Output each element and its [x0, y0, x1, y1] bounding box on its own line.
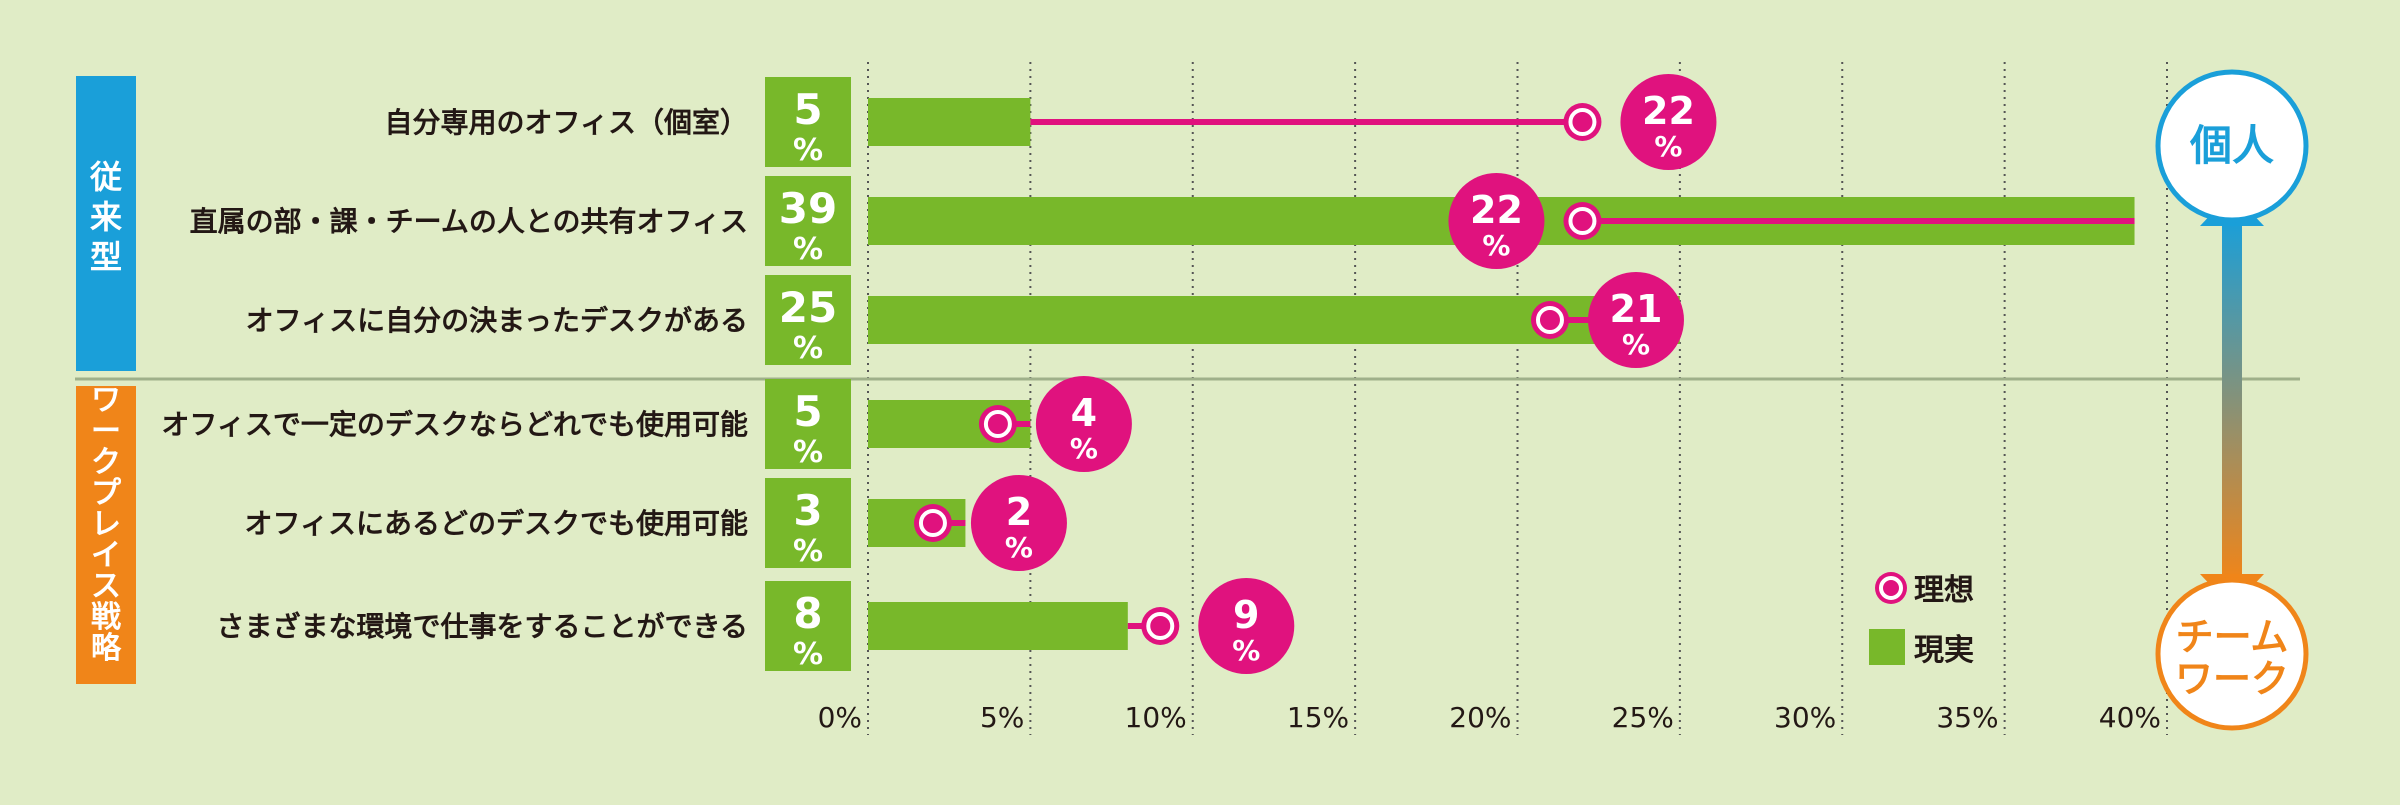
actual-value-box	[765, 275, 851, 365]
group-label-box	[76, 76, 136, 371]
team-label-line1: チーム	[2176, 615, 2289, 659]
team-label-line2: ワーク	[2175, 657, 2289, 701]
individual-team-scale: 個人 チーム ワーク	[2155, 69, 2309, 731]
ideal-value-bubble	[1198, 578, 1295, 674]
ideal-value-label: 22	[1470, 188, 1523, 232]
actual-bar	[868, 98, 1031, 146]
category-label: 直属の部・課・チームの人との共有オフィス	[190, 205, 748, 238]
ideal-value-bubble	[1620, 74, 1717, 170]
actual-value-label: 5	[793, 387, 822, 436]
legend-actual-label: 現実	[1914, 633, 1974, 668]
category-label: 自分専用のオフィス（個室）	[385, 106, 748, 139]
ideal-marker-inner	[1568, 207, 1597, 235]
category-label: さまざまな環境で仕事をすることができる	[217, 610, 748, 643]
ideal-value-label: 9	[1233, 593, 1259, 637]
x-tick-label: 20%	[1449, 701, 1511, 734]
actual-value-box	[765, 379, 851, 469]
x-tick-label: 40%	[2099, 701, 2161, 734]
group-label-char: 従	[89, 158, 122, 196]
bar-layer: 5%39%25%5%3%8%	[765, 77, 2135, 672]
group-label-text: ワークプレイス戦略	[91, 383, 122, 666]
category-label: オフィスで一定のデスクならどれでも使用可能	[161, 408, 748, 441]
actual-pct-label: %	[793, 435, 823, 470]
group-label-char: 戦	[91, 600, 121, 635]
ideal-value-bubble	[970, 475, 1067, 571]
ideal-value-label: 2	[1006, 490, 1032, 534]
x-tick-label: 15%	[1287, 701, 1349, 734]
ideal-pct-label: %	[1070, 432, 1098, 465]
group-label-char: ワ	[91, 383, 121, 418]
ideal-value-bubble	[1448, 173, 1545, 269]
actual-bar	[868, 602, 1128, 650]
actual-value-box	[765, 478, 851, 568]
actual-pct-label: %	[793, 331, 823, 366]
x-tick-label: 30%	[1774, 701, 1836, 734]
x-tick-layer: 0% 5% 10% 15% 20% 25% 30% 35% 40%	[818, 701, 2161, 734]
group-label-text: 従来型	[89, 158, 122, 276]
ideal-pct-label: %	[1232, 634, 1260, 667]
ideal-marker-inner	[1568, 108, 1597, 136]
actual-pct-label: %	[793, 232, 823, 267]
category-label-layer: 自分専用のオフィス（個室） 直属の部・課・チームの人との共有オフィスオフィスに自分…	[161, 106, 748, 643]
x-tick-label: 10%	[1125, 701, 1187, 734]
individual-label: 個人	[2189, 121, 2274, 170]
actual-value-label: 25	[779, 283, 837, 332]
ideal-value-bubble	[1587, 272, 1684, 368]
group-label-box	[76, 386, 136, 684]
actual-value-label: 39	[779, 184, 837, 233]
legend-actual-swatch	[1869, 629, 1905, 665]
actual-value-box	[765, 581, 851, 671]
ideal-marker-inner	[1146, 612, 1175, 640]
x-tick-label: 35%	[1936, 701, 1998, 734]
ideal-pct-label: %	[1622, 328, 1650, 361]
x-tick-label: 0%	[818, 701, 862, 734]
group-label-char: イ	[91, 538, 121, 573]
ideal-layer: 22%22%21%4%2%9%	[913, 74, 2135, 674]
actual-pct-label: %	[793, 534, 823, 569]
ideal-pct-label: %	[1005, 531, 1033, 564]
scale-arrow-shaft	[2222, 220, 2242, 580]
group-label-char: ー	[91, 414, 121, 449]
group-label-char: プ	[91, 476, 122, 511]
category-label: オフィスに自分の決まったデスクがある	[246, 304, 748, 337]
legend-ideal-marker-inner	[1879, 576, 1903, 600]
ideal-value-label: 4	[1071, 391, 1097, 435]
actual-pct-label: %	[793, 133, 823, 168]
x-tick-label: 25%	[1612, 701, 1674, 734]
actual-pct-label: %	[793, 637, 823, 672]
actual-value-box	[765, 176, 851, 266]
group-label-char: 来	[90, 198, 122, 236]
actual-value-label: 5	[793, 85, 822, 134]
ideal-value-bubble	[1035, 376, 1132, 472]
actual-value-label: 3	[793, 486, 822, 535]
actual-value-label: 8	[793, 589, 822, 638]
category-label: オフィスにあるどのデスクでも使用可能	[245, 507, 748, 540]
ideal-pct-label: %	[1482, 229, 1510, 262]
team-circle	[2155, 577, 2309, 731]
group-label-char: レ	[91, 507, 121, 542]
ideal-marker-inner	[1535, 306, 1564, 334]
individual-circle	[2155, 69, 2309, 223]
ideal-value-label: 22	[1642, 89, 1695, 133]
x-tick-label: 5%	[980, 701, 1024, 734]
legend-ideal-label: 理想	[1914, 573, 1974, 608]
ideal-pct-label: %	[1654, 130, 1682, 163]
group-label-char: 略	[91, 631, 122, 666]
ideal-marker-inner	[918, 509, 947, 537]
group-label-char: ク	[91, 445, 121, 480]
actual-value-box	[765, 77, 851, 167]
ideal-value-label: 21	[1610, 287, 1663, 331]
group-label-char: ス	[91, 569, 121, 604]
group-label-char: 型	[90, 238, 122, 276]
legend: 理想 現実	[1869, 572, 1974, 668]
ideal-marker-inner	[983, 410, 1012, 438]
